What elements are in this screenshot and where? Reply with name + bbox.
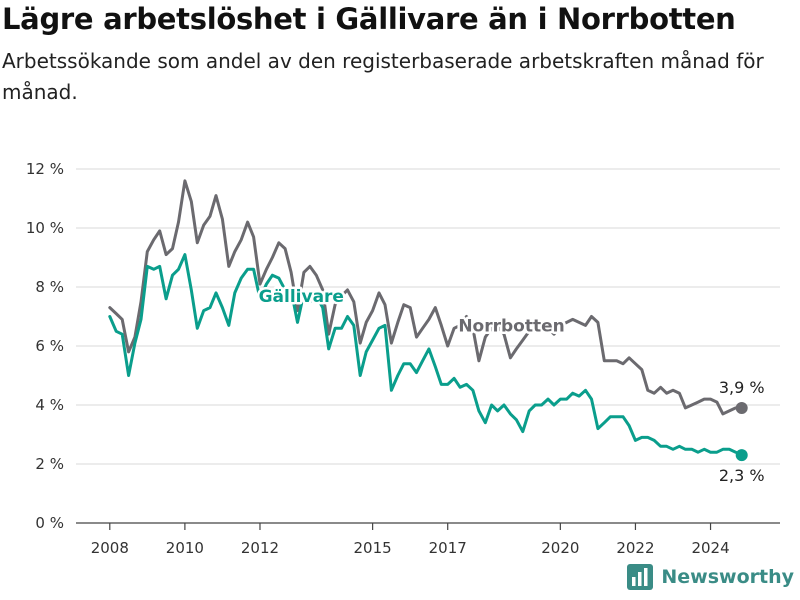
norrbotten-series-label: Norrbotten: [458, 316, 564, 336]
brand-name: Newsworthy: [661, 566, 794, 588]
norrbotten-end-value-label: 3,9 %: [719, 378, 765, 397]
gallivare-end-point: [735, 449, 748, 462]
series-layer: [108, 179, 748, 462]
y-tick-label: 10 %: [26, 219, 64, 237]
y-tick-label: 4 %: [35, 396, 64, 414]
x-tick-label: 2024: [691, 539, 729, 557]
gallivare-end-value-label: 2,3 %: [719, 466, 765, 485]
x-axis-ticks: 2008 2010 2012 2015 2017 2020 2022 2024: [91, 523, 730, 557]
y-tick-label: 6 %: [35, 337, 64, 355]
chart-subtitle: Arbetssökande som andel av den registerb…: [2, 49, 764, 104]
norrbotten-end-point: [735, 401, 748, 414]
grid-layer: 0 % 2 % 4 % 6 % 8 % 10 % 12 %: [26, 160, 780, 532]
y-tick-label: 0 %: [35, 514, 64, 532]
x-tick-label: 2012: [241, 539, 279, 557]
x-tick-label: 2022: [616, 539, 654, 557]
newsworthy-brand[interactable]: Newsworthy: [627, 564, 794, 590]
y-tick-label: 8 %: [35, 278, 64, 296]
x-tick-label: 2020: [541, 539, 579, 557]
x-tick-label: 2008: [91, 539, 129, 557]
chart-title: Lägre arbetslöshet i Gällivare än i Norr…: [2, 2, 736, 36]
gallivare-series-label: Gällivare: [259, 287, 344, 307]
gallivare-series-line: [108, 253, 744, 457]
x-tick-label: 2015: [354, 539, 392, 557]
y-tick-label: 2 %: [35, 455, 64, 473]
x-tick-label: 2010: [166, 539, 204, 557]
y-tick-label: 12 %: [26, 160, 64, 178]
x-tick-label: 2017: [429, 539, 467, 557]
series-label-layer: Norrbotten 3,9 % Gällivare 2,3 %: [256, 284, 766, 487]
norrbotten-series-line: [108, 179, 744, 416]
bar-chart-logo-icon: [627, 564, 654, 590]
